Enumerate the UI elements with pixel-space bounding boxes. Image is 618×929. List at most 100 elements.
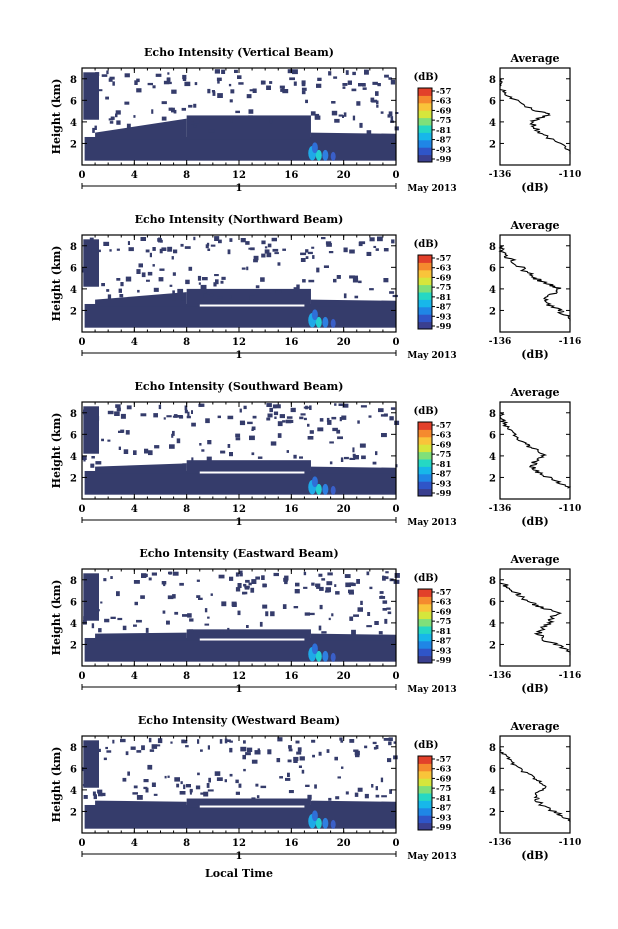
- echo-speckle: [97, 789, 103, 794]
- echo-speckle: [352, 278, 359, 283]
- echo-speckle: [282, 604, 287, 609]
- echo-speckle: [269, 461, 273, 464]
- echo-hotspot: [315, 483, 322, 495]
- colorbar-segment: [418, 429, 432, 438]
- echo-speckle: [216, 296, 223, 299]
- x-tick-label: 0: [79, 504, 86, 515]
- y-tick-label: 6: [70, 764, 77, 775]
- echo-speckle: [325, 241, 332, 245]
- echo-speckle: [251, 759, 258, 764]
- echo-speckle: [172, 571, 179, 576]
- echo-speckle: [338, 114, 343, 117]
- echo-speckle: [101, 74, 108, 77]
- colorbar-segment: [418, 95, 432, 104]
- echo-speckle: [92, 419, 98, 422]
- echo-speckle: [204, 608, 208, 613]
- echo-speckle: [296, 751, 302, 755]
- echo-speckle: [383, 738, 390, 741]
- echo-speckle: [171, 89, 177, 94]
- echo-speckle: [299, 416, 304, 420]
- echo-speckle: [245, 752, 251, 756]
- echo-speckle: [209, 293, 214, 297]
- echo-speckle: [82, 455, 87, 460]
- echo-speckle: [353, 749, 359, 752]
- echo-gap: [199, 638, 305, 641]
- echo-speckle: [304, 612, 310, 616]
- echo-speckle: [119, 294, 124, 298]
- echo-speckle: [326, 417, 330, 422]
- echo-speckle: [388, 77, 392, 80]
- echo-speckle: [241, 267, 246, 270]
- echo-speckle: [188, 104, 193, 108]
- echo-speckle: [169, 284, 173, 287]
- echo-morning-ramp: [95, 118, 187, 140]
- echo-speckle: [255, 576, 260, 580]
- echo-speckle: [243, 583, 247, 587]
- x-tick-label: 8: [183, 504, 190, 515]
- echo-speckle: [148, 737, 152, 743]
- echo-speckle: [360, 405, 367, 408]
- echo-speckle: [307, 251, 313, 255]
- panel-vertical: Echo Intensity (Vertical Beam)0 4 8 12 16 20 0…: [50, 46, 581, 194]
- echo-speckle: [197, 772, 200, 776]
- echo-speckle: [221, 276, 226, 280]
- echo-speckle: [310, 111, 316, 116]
- echo-fill-area: [83, 69, 399, 161]
- echo-speckle: [333, 278, 337, 283]
- echo-speckle: [220, 630, 224, 635]
- echo-speckle: [327, 572, 333, 576]
- echo-speckle: [227, 249, 231, 255]
- panel-title: Echo Intensity (Westward Beam): [138, 714, 340, 727]
- echo-speckle: [125, 430, 130, 435]
- echo-speckle: [173, 295, 179, 299]
- colorbar-segment: [418, 778, 432, 787]
- echo-speckle: [230, 89, 235, 94]
- echo-speckle: [239, 573, 243, 577]
- echo-speckle: [312, 255, 315, 259]
- echo-speckle: [235, 572, 239, 577]
- echo-speckle: [91, 248, 97, 253]
- echo-speckle: [309, 430, 314, 434]
- echo-speckle: [100, 601, 103, 604]
- colorbar-segment: [418, 626, 432, 634]
- echo-speckle: [125, 751, 129, 756]
- y-tick-label: 2: [70, 306, 77, 317]
- colorbar-segment: [418, 655, 432, 664]
- echo-speckle: [194, 82, 198, 86]
- x-tick-label: 16: [284, 170, 298, 181]
- colorbar-tick-label: -99: [436, 322, 451, 332]
- echo-speckle: [362, 87, 367, 90]
- echo-speckle: [331, 613, 334, 617]
- colorbar-tick-label: -81: [436, 794, 451, 804]
- echo-speckle: [118, 430, 124, 433]
- echo-speckle: [193, 236, 196, 241]
- echo-speckle: [345, 582, 351, 588]
- echo-speckle: [353, 275, 358, 281]
- y-axis-label: Height (km): [50, 747, 63, 823]
- echo-speckle: [246, 747, 253, 752]
- echo-speckle: [356, 101, 361, 106]
- echo-speckle: [360, 600, 363, 605]
- y-tick-label: 4: [70, 285, 77, 296]
- average-y-tick-label: 8: [489, 743, 496, 754]
- echo-speckle: [371, 99, 378, 103]
- echo-speckle: [372, 81, 378, 85]
- echo-speckle: [117, 617, 123, 621]
- average-frame: [499, 735, 571, 834]
- echo-speckle: [133, 624, 137, 627]
- echo-speckle: [152, 85, 156, 89]
- echo-speckle: [246, 94, 252, 99]
- echo-speckle: [392, 294, 398, 298]
- echo-speckle: [352, 115, 356, 121]
- echo-speckle: [228, 295, 232, 299]
- echo-speckle: [184, 405, 188, 410]
- echo-speckle: [83, 409, 87, 415]
- echo-speckle: [101, 438, 104, 442]
- echo-speckle: [132, 792, 138, 795]
- echo-speckle: [184, 246, 191, 249]
- echo-speckle: [118, 446, 121, 450]
- echo-speckle: [136, 750, 142, 753]
- echo-fill-area: [82, 403, 400, 495]
- echo-speckle: [133, 580, 140, 584]
- echo-morning-ramp: [95, 800, 187, 808]
